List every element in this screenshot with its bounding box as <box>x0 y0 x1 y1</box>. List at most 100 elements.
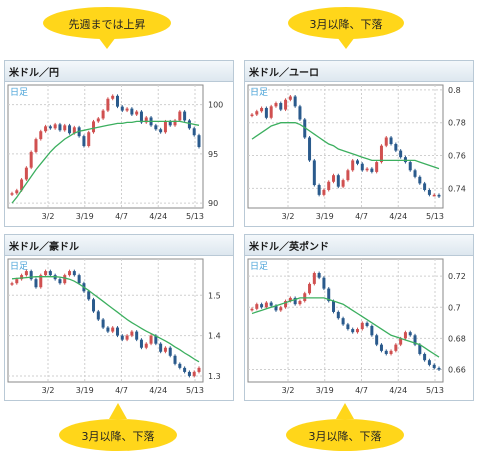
y-tick-label: 100 <box>208 101 223 110</box>
x-tick-label: 3/2 <box>42 212 55 221</box>
candle-body <box>370 168 374 172</box>
candle-body <box>308 283 312 294</box>
candle-body <box>144 343 148 348</box>
candle-body <box>327 288 331 302</box>
candle-body <box>163 121 167 133</box>
candle-body <box>197 135 201 147</box>
moving-average-line <box>251 297 440 358</box>
candle-body <box>24 167 28 180</box>
callout-text: 先週までは上昇 <box>68 18 146 31</box>
callout-pointer <box>336 403 354 419</box>
callout-pointer <box>98 37 116 49</box>
candle-body <box>351 160 355 171</box>
candle-body <box>351 329 355 333</box>
candle-body <box>413 170 417 177</box>
candle-body <box>125 108 129 111</box>
callout-text: 3月以降、下落 <box>81 430 155 443</box>
candle-body <box>379 344 383 351</box>
candle-body <box>389 137 393 145</box>
x-tick-label: 4/24 <box>389 212 407 221</box>
candle-body <box>332 175 336 182</box>
candle-body <box>101 319 105 328</box>
candle-body <box>303 293 307 302</box>
x-tick-label: 4/7 <box>355 212 368 221</box>
candle-body <box>154 125 158 130</box>
candle-body <box>10 283 14 285</box>
candle-body <box>10 193 14 195</box>
candle-body <box>432 194 436 197</box>
y-tick-label: 0.72 <box>448 272 466 281</box>
candle-body <box>63 125 67 131</box>
candle-body <box>15 190 19 194</box>
x-tick-label: 5/13 <box>426 212 444 221</box>
panel-header: 米ドル／円 <box>5 61 233 82</box>
candle-body <box>101 110 105 119</box>
candle-body <box>24 271 28 276</box>
candle-body <box>432 364 436 368</box>
candle-body <box>427 360 431 365</box>
y-tick-label: 1.5 <box>208 291 221 300</box>
x-tick-label: 3/19 <box>316 386 334 395</box>
candle-body <box>58 279 62 284</box>
candle-body <box>178 111 182 121</box>
y-tick-label: 0.74 <box>448 184 466 193</box>
moving-average-line <box>11 276 200 363</box>
candle-body <box>39 275 43 288</box>
candle-body <box>384 137 388 146</box>
candle-body <box>82 136 86 147</box>
callout-top-right-shape <box>288 7 404 49</box>
x-tick-label: 4/24 <box>389 386 407 395</box>
candle-body <box>29 151 33 168</box>
candle-body <box>308 137 312 161</box>
candle-body <box>264 107 268 118</box>
candle-body <box>154 335 158 344</box>
candle-body <box>260 304 264 308</box>
candle-body <box>192 128 196 136</box>
candle-body <box>135 111 139 115</box>
candle-body <box>303 119 307 138</box>
period-label: 日足 <box>10 261 28 272</box>
candle-body <box>168 121 172 126</box>
candle-body <box>178 363 182 368</box>
period-label: 日足 <box>10 87 28 98</box>
candle-body <box>298 106 302 120</box>
y-tick-label: 0.66 <box>448 366 466 375</box>
panel-header: 米ドル／豪ドル <box>5 235 233 256</box>
callout-text: 3月以降、下落 <box>308 430 382 443</box>
candle-body <box>418 344 422 354</box>
panel-title: 米ドル／豪ドル <box>9 242 79 253</box>
candle-body <box>68 125 72 134</box>
candle-body <box>379 145 383 163</box>
candle-body <box>159 343 163 352</box>
candle-body <box>187 371 191 376</box>
chart-usd-aud: 1.3 1.4 1.5 3/2 3/19 4/7 4/24 5/13 日足 <box>7 258 221 395</box>
candle-body <box>255 111 259 115</box>
candle-body <box>284 99 288 110</box>
candle-body <box>149 335 153 344</box>
callout-pointer <box>337 37 355 49</box>
candle-body <box>437 367 441 370</box>
candle-body <box>255 304 259 309</box>
y-tick-label: 0.68 <box>448 334 466 343</box>
period-label: 日足 <box>250 87 268 98</box>
panel-title: 米ドル／円 <box>9 68 59 79</box>
chart-usd-gbp: 0.66 0.68 0.7 0.72 3/2 3/19 4/7 4/24 5/13 日足 <box>247 258 466 395</box>
chart-usd-jpy: 90 95 100 3/2 3/19 4/7 4/24 5/13 日足 <box>7 84 223 221</box>
candle-body <box>183 367 187 372</box>
y-tick-label: 1.3 <box>208 372 221 381</box>
candle-body <box>130 331 134 336</box>
chart-usd-eur: 0.74 0.76 0.78 0.8 3/2 3/19 4/7 4/24 5/13 日足 <box>247 84 466 221</box>
candle-body <box>355 160 359 164</box>
callout-ellipse <box>288 7 404 39</box>
panel-usd-jpy: 米ドル／円 90 95 100 3/2 3/19 4/7 4/24 5/13 日足 <box>4 60 234 227</box>
candle-body <box>375 335 379 345</box>
callout-top-left: 先週までは上昇 <box>41 6 173 50</box>
x-tick-label: 4/7 <box>115 212 128 221</box>
candle-body <box>250 308 254 311</box>
callout-pointer <box>109 403 127 419</box>
candle-body <box>370 325 374 336</box>
candle-body <box>408 162 412 171</box>
candle-body <box>327 181 331 190</box>
candle-body <box>115 95 119 107</box>
panel-usd-gbp: 米ドル／英ポンド 0.66 0.68 0.7 0.72 3/2 3/19 4/7 4/24 5/… <box>244 234 474 401</box>
